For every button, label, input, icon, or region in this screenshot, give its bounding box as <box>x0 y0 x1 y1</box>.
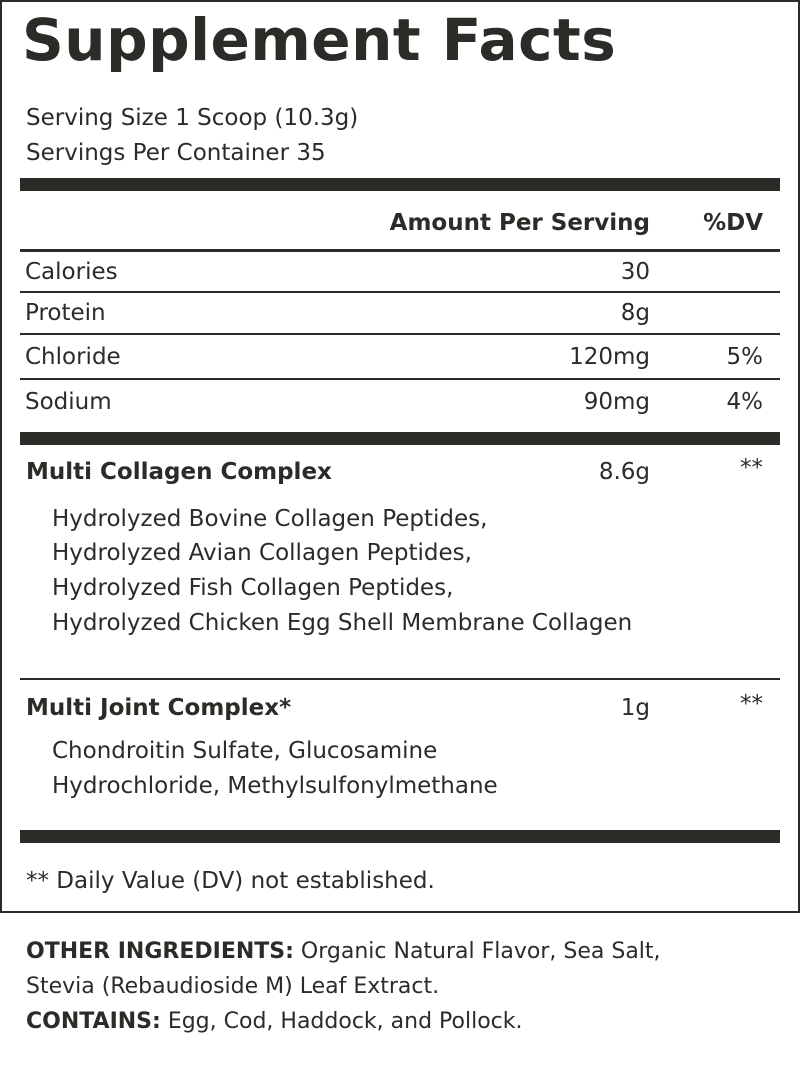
blend-ingredient: Hydrolyzed Avian Collagen Peptides, <box>52 540 472 566</box>
divider <box>20 291 780 293</box>
blend-name: Multi Collagen Complex <box>26 459 332 485</box>
blend-ingredient: Hydrolyzed Bovine Collagen Peptides, <box>52 506 488 532</box>
nutrient-dv: 5% <box>726 344 764 370</box>
thick-divider <box>20 830 780 843</box>
divider <box>20 333 780 335</box>
facts-panel <box>0 0 800 913</box>
blend-amount: 1g <box>620 695 650 721</box>
other-ingredients-label: OTHER INGREDIENTS: <box>26 939 294 964</box>
amount-header: Amount Per Serving <box>389 210 650 236</box>
other-ingredients: OTHER INGREDIENTS: Organic Natural Flavo… <box>26 939 661 964</box>
nutrient-name: Protein <box>25 300 106 326</box>
blend-dv: ** <box>740 691 763 717</box>
panel-title: Supplement Facts <box>22 6 617 74</box>
nutrient-amount: 120mg <box>569 344 650 370</box>
blend-ingredient: Hydrolyzed Chicken Egg Shell Membrane Co… <box>52 610 633 636</box>
dv-header: %DV <box>703 210 763 236</box>
contains-text: Egg, Cod, Haddock, and Pollock. <box>160 1009 523 1034</box>
nutrient-dv: 4% <box>726 389 764 415</box>
blend-ingredient: Hydrochloride, Methylsulfonylmethane <box>52 773 498 799</box>
nutrient-name: Chloride <box>25 344 121 370</box>
contains-label: CONTAINS: <box>26 1009 161 1034</box>
divider <box>20 249 780 252</box>
divider <box>20 378 780 380</box>
nutrient-amount: 30 <box>620 259 650 285</box>
blend-ingredient: Hydrolyzed Fish Collagen Peptides, <box>52 575 454 601</box>
nutrient-amount: 90mg <box>583 389 650 415</box>
footnote: ** Daily Value (DV) not established. <box>26 868 435 894</box>
thick-divider <box>20 432 780 445</box>
other-ingredients-text: Organic Natural Flavor, Sea Salt, <box>293 939 661 964</box>
blend-dv: ** <box>740 455 763 481</box>
thick-divider <box>20 178 780 191</box>
servings-per-container: Servings Per Container 35 <box>26 140 326 166</box>
nutrient-name: Sodium <box>25 389 112 415</box>
nutrient-name: Calories <box>25 259 118 285</box>
nutrient-amount: 8g <box>620 300 650 326</box>
blend-amount: 8.6g <box>598 459 650 485</box>
contains: CONTAINS: Egg, Cod, Haddock, and Pollock… <box>26 1009 523 1034</box>
serving-size: Serving Size 1 Scoop (10.3g) <box>26 105 359 131</box>
blend-ingredient: Chondroitin Sulfate, Glucosamine <box>52 738 438 764</box>
divider <box>20 678 780 680</box>
blend-name: Multi Joint Complex* <box>26 695 292 721</box>
other-ingredients-line2: Stevia (Rebaudioside M) Leaf Extract. <box>26 974 440 999</box>
